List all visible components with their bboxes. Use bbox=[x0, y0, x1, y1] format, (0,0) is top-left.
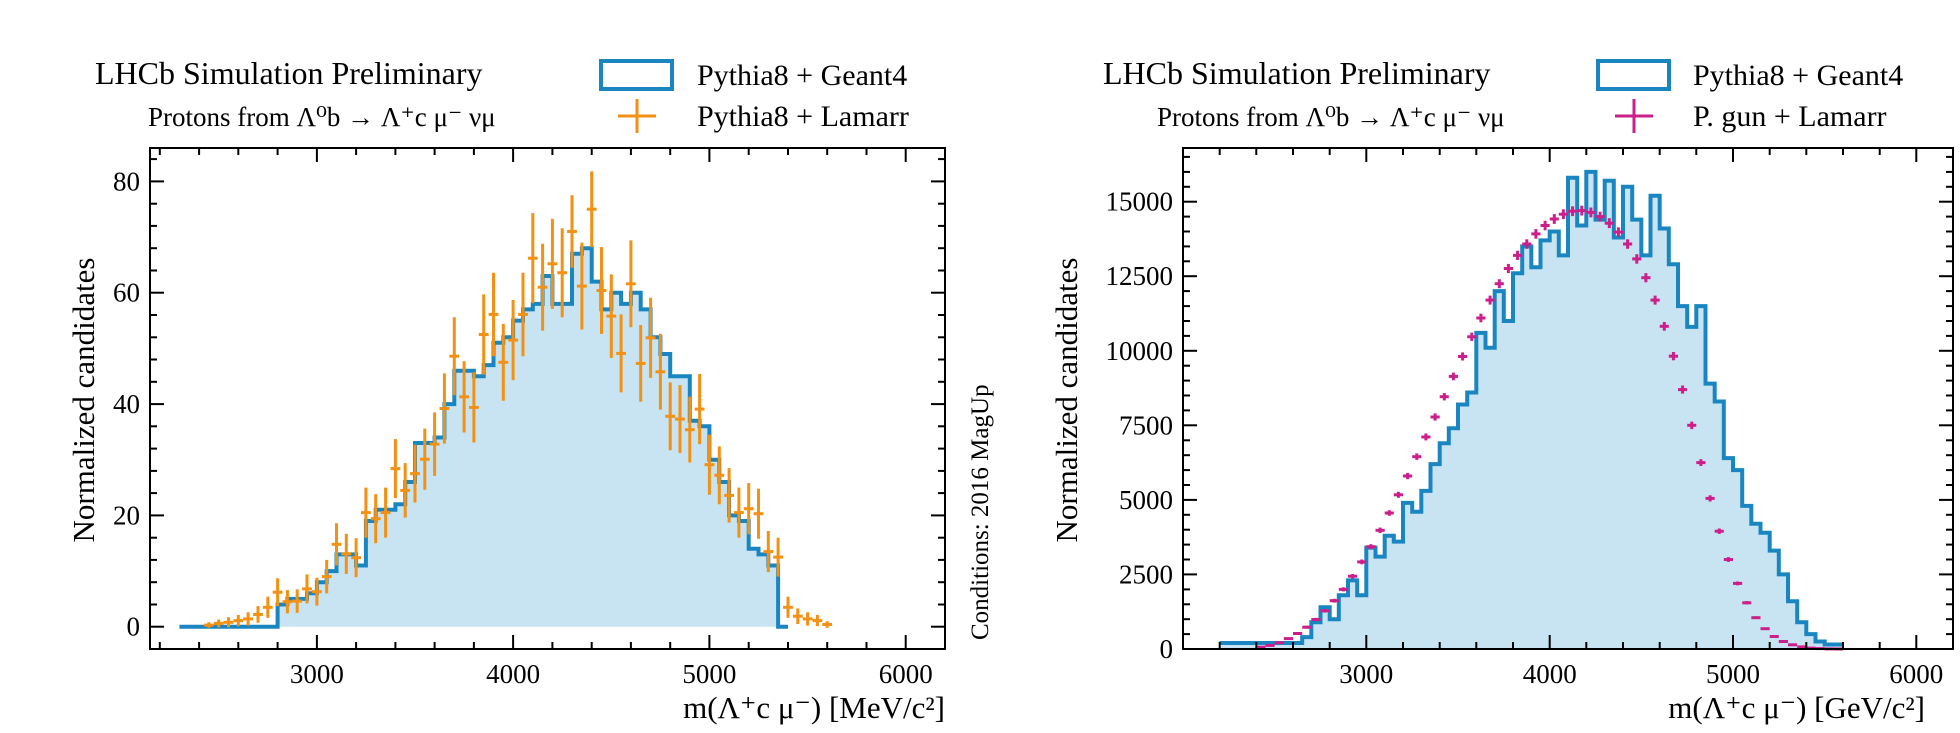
right-data-point bbox=[1311, 618, 1320, 621]
right-y-tick-label: 15000 bbox=[1106, 187, 1174, 217]
left-panel: LHCb Simulation Preliminary Protons from… bbox=[66, 55, 994, 725]
right-data-point bbox=[1321, 609, 1330, 613]
left-y-tick-label: 0 bbox=[127, 612, 141, 642]
right-y-tick-label: 12500 bbox=[1106, 261, 1174, 291]
left-y-tick-label: 20 bbox=[113, 500, 140, 530]
right-data-point bbox=[1394, 492, 1403, 498]
right-data-point bbox=[1293, 632, 1302, 635]
right-data-point bbox=[1770, 636, 1779, 638]
right-hist-fill bbox=[1220, 172, 1843, 649]
left-header-title: LHCb Simulation Preliminary bbox=[95, 55, 483, 91]
left-y-tick-label: 60 bbox=[113, 278, 140, 308]
left-x-tick-label: 5000 bbox=[682, 659, 736, 689]
left-x-axis-label: m(Λ⁺c μ⁻) [MeV/c²] bbox=[683, 690, 945, 725]
right-data-point bbox=[1476, 314, 1485, 323]
left-data-point bbox=[263, 597, 273, 618]
left-legend-hist-swatch bbox=[601, 61, 672, 89]
right-data-point bbox=[1440, 393, 1449, 400]
left-data-point bbox=[243, 612, 253, 625]
left-x-tick-label: 3000 bbox=[290, 659, 344, 689]
left-data-point bbox=[813, 615, 823, 626]
right-data-point bbox=[1541, 221, 1550, 231]
left-x-tick-label: 6000 bbox=[879, 659, 933, 689]
right-data-point bbox=[1376, 528, 1385, 533]
right-data-point bbox=[1797, 647, 1806, 648]
left-plot-area: 3000 4000 5000 6000 0 20 40 60 80 bbox=[113, 148, 945, 689]
left-conditions-label: Conditions: 2016 MagUp bbox=[967, 384, 994, 640]
right-legend-points-label: P. gun + Lamarr bbox=[1693, 100, 1887, 133]
right-y-tick-label: 5000 bbox=[1119, 485, 1173, 515]
left-data-point bbox=[273, 578, 283, 606]
right-data-point bbox=[1421, 434, 1430, 441]
left-data-point bbox=[528, 213, 538, 303]
left-data-point bbox=[822, 621, 832, 628]
right-plot-area: 3000 4000 5000 6000 0 2500 5000 7500 10000 12500 1… bbox=[1106, 148, 1954, 689]
left-data-point bbox=[253, 606, 263, 623]
right-data-point bbox=[1761, 628, 1770, 630]
right-legend-hist-swatch bbox=[1598, 61, 1669, 89]
right-data-point bbox=[1788, 644, 1797, 645]
right-data-point bbox=[1550, 214, 1559, 224]
left-data-point bbox=[479, 294, 489, 374]
left-data-point bbox=[391, 439, 401, 498]
right-panel: LHCb Simulation Preliminary Protons from… bbox=[1049, 55, 1953, 725]
right-y-tick-label: 10000 bbox=[1106, 336, 1174, 366]
left-y-axis-label: Normalized candidates bbox=[66, 258, 101, 543]
left-data-point bbox=[587, 171, 597, 247]
right-data-point bbox=[1733, 582, 1742, 586]
right-y-tick-label: 0 bbox=[1160, 634, 1174, 664]
left-y-tick-label: 80 bbox=[113, 166, 140, 196]
right-data-point bbox=[1449, 373, 1458, 381]
right-header-title: LHCb Simulation Preliminary bbox=[1103, 55, 1491, 91]
right-legend-points-swatch bbox=[1615, 99, 1653, 133]
left-data-point bbox=[233, 615, 243, 626]
right-legend-hist-label: Pythia8 + Geant4 bbox=[1693, 59, 1903, 92]
right-data-point bbox=[1403, 473, 1412, 479]
right-data-point bbox=[1531, 229, 1540, 239]
right-data-point bbox=[1339, 587, 1348, 591]
left-data-point bbox=[793, 608, 803, 624]
right-data-point bbox=[1256, 647, 1265, 649]
right-data-point bbox=[1284, 637, 1293, 639]
right-data-point bbox=[1495, 279, 1504, 288]
right-x-tick-label: 3000 bbox=[1339, 659, 1393, 689]
left-legend-points-label: Pythia8 + Lamarr bbox=[697, 100, 909, 133]
right-data-point bbox=[1431, 413, 1440, 420]
left-data-point bbox=[803, 612, 813, 625]
right-header-subtitle: Protons from Λ⁰b → Λ⁺c μ⁻ νμ bbox=[1157, 102, 1505, 132]
right-y-tick-label: 7500 bbox=[1119, 410, 1173, 440]
right-data-point bbox=[1412, 453, 1421, 460]
right-data-point bbox=[1779, 641, 1788, 642]
right-y-axis-label: Normalized candidates bbox=[1049, 258, 1084, 543]
right-data-point bbox=[1266, 645, 1275, 647]
left-x-tick-label: 4000 bbox=[486, 659, 540, 689]
left-y-tick-label: 40 bbox=[113, 389, 140, 419]
right-x-tick-label: 5000 bbox=[1706, 659, 1760, 689]
left-header-subtitle: Protons from Λ⁰b → Λ⁺c μ⁻ νμ bbox=[148, 102, 496, 132]
right-x-axis-label: m(Λ⁺c μ⁻) [GeV/c²] bbox=[1668, 690, 1925, 725]
right-data-point bbox=[1751, 616, 1760, 619]
right-data-point bbox=[1742, 601, 1751, 604]
right-data-point bbox=[1348, 574, 1357, 579]
right-data-point bbox=[1330, 599, 1339, 603]
left-legend-points-swatch bbox=[618, 99, 656, 133]
right-data-point bbox=[1385, 510, 1394, 516]
left-legend-hist-label: Pythia8 + Geant4 bbox=[697, 59, 907, 92]
left-data-point bbox=[754, 489, 764, 539]
right-data-point bbox=[1458, 352, 1467, 360]
right-data-point bbox=[1302, 626, 1311, 629]
right-data-point bbox=[1275, 642, 1284, 644]
right-y-tick-label: 2500 bbox=[1119, 559, 1173, 589]
right-x-tick-label: 4000 bbox=[1523, 659, 1577, 689]
left-data-point bbox=[783, 597, 793, 618]
right-x-tick-label: 6000 bbox=[1889, 659, 1943, 689]
